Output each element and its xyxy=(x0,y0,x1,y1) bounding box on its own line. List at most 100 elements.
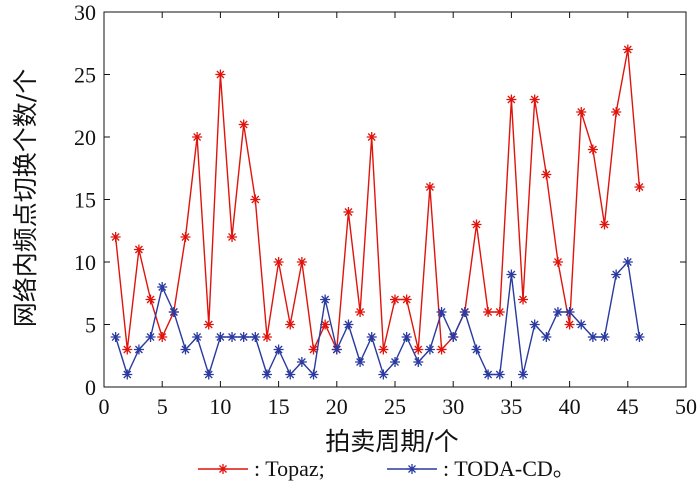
data-point xyxy=(378,369,389,380)
data-point xyxy=(320,294,331,305)
legend-label: : TODA-CD。 xyxy=(443,456,575,481)
data-point xyxy=(378,344,389,355)
x-tick-label: 35 xyxy=(500,394,522,419)
data-point xyxy=(273,257,284,267)
data-point xyxy=(308,369,319,380)
data-point xyxy=(250,194,261,205)
y-tick-label: 25 xyxy=(74,63,96,88)
data-point xyxy=(459,307,470,317)
data-point xyxy=(157,282,168,292)
data-point xyxy=(506,269,517,280)
legend-item-2: : TODA-CD。 xyxy=(387,456,575,481)
data-point xyxy=(192,132,203,142)
series-layer xyxy=(110,44,645,380)
plot-frame xyxy=(103,11,687,388)
data-point xyxy=(483,369,494,380)
y-tick-label: 5 xyxy=(85,313,96,338)
data-point xyxy=(122,344,133,355)
data-point xyxy=(576,319,587,330)
data-point xyxy=(320,319,331,330)
data-point xyxy=(390,357,400,367)
data-point xyxy=(366,332,377,342)
x-tick-label: 50 xyxy=(675,394,697,419)
data-point xyxy=(296,257,307,267)
data-point xyxy=(529,319,540,330)
y-axis-ticks: 0 5 10 15 20 25 30 xyxy=(74,0,686,400)
data-point xyxy=(576,107,587,117)
x-axis-label: 拍卖周期/个 xyxy=(325,427,458,456)
data-point xyxy=(157,332,168,342)
data-point xyxy=(424,344,435,355)
data-point xyxy=(634,332,645,342)
x-tick-label: 30 xyxy=(442,394,464,419)
legend-item-1: : Topaz; xyxy=(198,456,325,481)
data-point xyxy=(611,107,622,117)
data-point xyxy=(552,257,563,267)
data-point xyxy=(355,357,366,367)
data-point xyxy=(622,257,633,267)
data-point xyxy=(599,219,610,230)
data-point xyxy=(436,344,447,355)
data-point xyxy=(413,344,424,355)
data-point xyxy=(587,332,598,342)
data-point xyxy=(285,319,296,330)
data-point xyxy=(215,69,226,80)
data-point xyxy=(552,307,563,317)
data-point xyxy=(634,182,645,192)
data-point xyxy=(343,319,354,330)
data-point xyxy=(471,344,482,355)
data-point xyxy=(238,119,249,130)
data-point xyxy=(355,307,366,317)
data-point xyxy=(261,369,272,380)
data-point xyxy=(180,344,191,355)
y-tick-label: 0 xyxy=(85,375,96,400)
y-tick-label: 30 xyxy=(74,0,96,25)
plot-border xyxy=(103,11,687,388)
data-point xyxy=(296,357,307,367)
data-point xyxy=(238,332,249,342)
data-point xyxy=(145,294,156,305)
data-point xyxy=(308,344,319,355)
data-point xyxy=(250,332,261,342)
legend: : Topaz; : TODA-CD。 xyxy=(198,456,575,481)
legend-label: : Topaz; xyxy=(254,456,325,481)
data-point xyxy=(564,319,575,330)
data-point xyxy=(192,332,203,342)
series-1 xyxy=(110,44,645,355)
series-line xyxy=(114,260,641,377)
data-point xyxy=(564,307,575,317)
data-point xyxy=(285,369,296,380)
data-point xyxy=(145,332,156,342)
x-axis-ticks: 0 5 10 15 20 25 30 35 40 45 50 xyxy=(99,12,697,419)
data-point xyxy=(622,44,633,55)
x-tick-label: 0 xyxy=(99,394,110,419)
data-point xyxy=(366,132,377,142)
data-point xyxy=(180,232,191,242)
data-point xyxy=(133,244,144,255)
data-point xyxy=(541,169,552,180)
data-point xyxy=(203,369,214,380)
legend-marker xyxy=(218,464,228,474)
data-point xyxy=(529,94,540,105)
data-point xyxy=(518,294,529,305)
data-point xyxy=(506,94,517,105)
data-point xyxy=(122,369,133,380)
x-tick-label: 20 xyxy=(326,394,348,419)
data-point xyxy=(424,182,435,192)
data-point xyxy=(436,307,447,317)
data-point xyxy=(261,332,272,342)
data-point xyxy=(110,332,121,342)
x-tick-label: 40 xyxy=(559,394,581,419)
y-tick-label: 15 xyxy=(74,188,96,213)
x-tick-label: 25 xyxy=(384,394,406,419)
data-point xyxy=(227,332,238,342)
data-point xyxy=(413,357,424,367)
data-point xyxy=(203,319,214,330)
data-point xyxy=(343,207,354,217)
data-point xyxy=(471,219,482,230)
data-point xyxy=(133,344,144,355)
data-point xyxy=(215,332,226,342)
data-point xyxy=(168,307,179,317)
data-point xyxy=(227,232,238,242)
